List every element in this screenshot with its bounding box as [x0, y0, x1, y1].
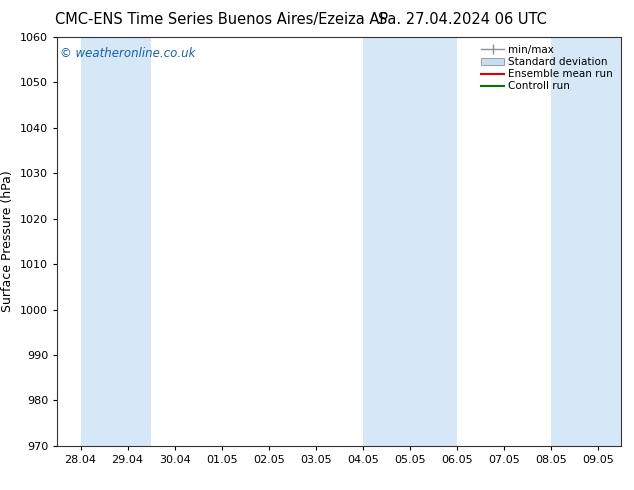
- Bar: [81, 37, 151, 446]
- Bar: [551, 37, 634, 446]
- Bar: [363, 37, 456, 446]
- Y-axis label: Surface Pressure (hPa): Surface Pressure (hPa): [1, 171, 15, 312]
- Legend: min/max, Standard deviation, Ensemble mean run, Controll run: min/max, Standard deviation, Ensemble me…: [478, 42, 616, 95]
- Text: CMC-ENS Time Series Buenos Aires/Ezeiza AP: CMC-ENS Time Series Buenos Aires/Ezeiza …: [55, 12, 389, 27]
- Text: © weatheronline.co.uk: © weatheronline.co.uk: [60, 47, 195, 60]
- Text: Sa. 27.04.2024 06 UTC: Sa. 27.04.2024 06 UTC: [378, 12, 547, 27]
